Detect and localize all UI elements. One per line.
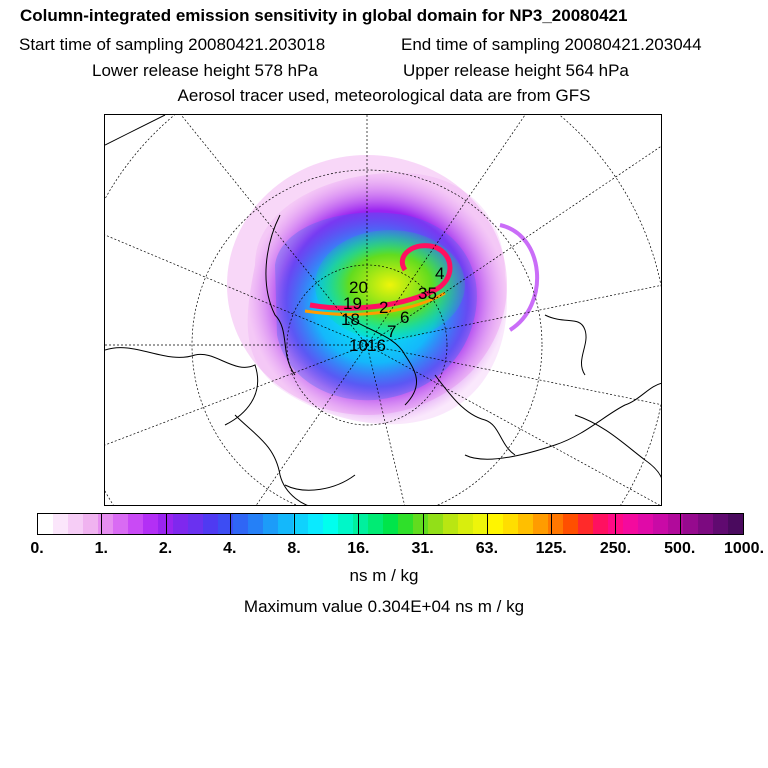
colorbar-tick-label: 16. [347,540,370,557]
time-marker: 2 [379,298,388,317]
time-marker: 4 [435,264,444,283]
colorbar-swatch [293,514,308,534]
colorbar-swatch [83,514,98,534]
colorbar-swatch [53,514,68,534]
colorbar-swatch [713,514,728,534]
colorbar-divider [358,513,360,535]
colorbar-swatch [698,514,713,534]
lower-release-height: Lower release height 578 hPa [92,61,318,80]
colorbar-swatch [533,514,548,534]
time-marker: 19 [343,294,362,313]
time-marker: 35 [418,284,437,303]
time-marker: 6 [400,308,409,327]
colorbar-swatch [488,514,503,534]
end-time: End time of sampling 20080421.203044 [401,35,702,54]
trajectory-band [309,243,453,311]
colorbar-swatch [728,514,743,534]
colorbar-swatch [353,514,368,534]
colorbar [37,513,744,535]
trajectory-band-edge [304,291,446,316]
colorbar-swatch [338,514,353,534]
colorbar-swatch [518,514,533,534]
colorbar-swatch [383,514,398,534]
colorbar-swatch [368,514,383,534]
time-marker: 10 [349,336,368,355]
colorbar-swatch [668,514,683,534]
colorbar-swatch [683,514,698,534]
colorbar-divider [101,513,103,535]
colorbar-tick-label: 63. [475,540,499,557]
colorbar-swatch [113,514,128,534]
colorbar-tick-label: 1. [94,540,108,557]
colorbar-swatch [68,514,83,534]
colorbar-divider [679,513,681,535]
colorbar-swatch [128,514,143,534]
colorbar-swatch [323,514,338,534]
colorbar-swatch [458,514,473,534]
upper-release-height: Upper release height 564 hPa [403,61,629,80]
colorbar-divider [229,513,231,535]
sensitivity-field-high [315,230,465,340]
colorbar-divider [422,513,424,535]
colorbar-swatch [173,514,188,534]
time-marker: 20 [349,278,368,297]
colorbar-tick-label: 31. [411,540,434,557]
sensitivity-arc [499,223,540,332]
colorbar-swatch [233,514,248,534]
time-marker: 18 [341,310,360,329]
colorbar-tick-label: 0. [30,540,44,557]
colorbar-swatch [563,514,578,534]
colorbar-swatch [278,514,293,534]
colorbar-tick-label: 2. [158,540,173,557]
time-marker: 7 [387,322,396,341]
tracer-note: Aerosol tracer used, meteorological data… [177,86,591,105]
colorbar-tick-label: 8. [287,540,301,557]
colorbar-swatch [263,514,278,534]
colorbar-swatch [503,514,518,534]
colorbar-swatch [308,514,323,534]
colorbar-divider [294,513,296,535]
colorbar-swatch [638,514,653,534]
colorbar-swatch [203,514,218,534]
maximum-value: Maximum value 0.304E+04 ns m / kg [243,597,525,616]
colorbar-tick-label: 500. [664,540,696,557]
colorbar-divider [615,513,617,535]
colorbar-divider [551,513,553,535]
colorbar-divider [165,513,167,535]
colorbar-swatch [428,514,443,534]
sensitivity-map: 20 19 18 2 6 4 35 7 10 16 [104,114,662,506]
colorbar-swatch [653,514,668,534]
colorbar-swatch [38,514,53,534]
colorbar-swatch [98,514,113,534]
colorbar-tick-label: 1000. [723,540,765,557]
colorbar-swatch [143,514,158,534]
colorbar-swatch [443,514,458,534]
start-time: Start time of sampling 20080421.203018 [19,35,326,54]
colorbar-swatch [398,514,413,534]
colorbar-swatch [578,514,593,534]
colorbar-units: ns m / kg [349,566,419,585]
colorbar-tick-label: 250. [599,540,632,557]
colorbar-tick-label: 4. [223,540,237,557]
colorbar-swatch [188,514,203,534]
colorbar-tick-label: 125. [535,540,567,557]
plot-title: Column-integrated emission sensitivity i… [20,6,628,25]
colorbar-swatch [593,514,608,534]
coastlines [105,115,661,505]
map-canvas: 20 19 18 2 6 4 35 7 10 16 [105,115,661,505]
colorbar-swatch [158,514,173,534]
colorbar-swatch [473,514,488,534]
colorbar-divider [486,513,488,535]
colorbar-swatch [248,514,263,534]
colorbar-swatch [413,514,428,534]
graticule [105,115,661,505]
time-marker: 16 [367,336,386,355]
colorbar-swatch [218,514,233,534]
colorbar-swatch [623,514,638,534]
